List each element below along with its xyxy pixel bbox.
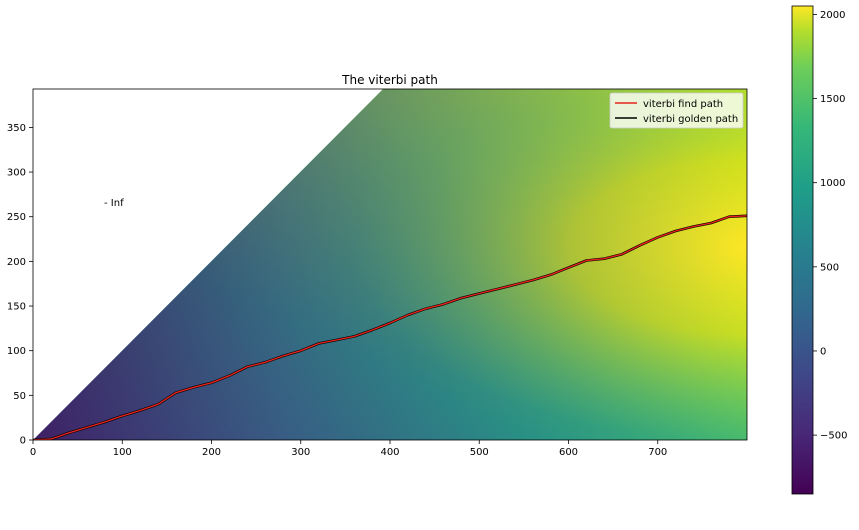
x-axis: 0 100 200 300 400 500 600 700 xyxy=(30,440,667,458)
colorbar-tick-label: 2000 xyxy=(820,10,845,21)
x-tick-label: 600 xyxy=(559,447,578,458)
y-tick-label: 250 xyxy=(7,212,26,223)
find-path-line xyxy=(33,215,747,440)
legend-box xyxy=(609,92,744,129)
colorbar-tick-label: 0 xyxy=(820,346,826,357)
x-tick-label: 0 xyxy=(30,447,36,458)
y-tick-label: 200 xyxy=(7,257,26,268)
x-tick-label: 200 xyxy=(202,447,221,458)
legend-label-find: viterbi find path xyxy=(643,99,723,110)
colorbar-ticks: −500 0 500 1000 1500 2000 xyxy=(813,10,847,442)
colorbar-tick-label: −500 xyxy=(820,431,847,442)
x-tick-label: 100 xyxy=(113,447,132,458)
colorbar-gradient xyxy=(791,5,814,495)
y-tick-label: 100 xyxy=(7,346,26,357)
x-tick-label: 300 xyxy=(291,447,310,458)
colorbar: −500 0 500 1000 1500 2000 xyxy=(791,5,847,495)
heatmap-area xyxy=(33,89,747,440)
neg-inf-annotation: - Inf xyxy=(104,198,124,209)
y-tick-label: 150 xyxy=(7,302,26,313)
neg-inf-region xyxy=(33,89,383,440)
colorbar-tick-label: 1000 xyxy=(820,178,845,189)
chart-title: The viterbi path xyxy=(341,73,438,87)
y-tick-label: 350 xyxy=(7,123,26,134)
legend-label-golden: viterbi golden path xyxy=(643,114,738,125)
colorbar-tick-label: 500 xyxy=(820,262,839,273)
y-tick-label: 0 xyxy=(20,436,26,447)
y-tick-label: 50 xyxy=(13,391,26,402)
legend: viterbi find path viterbi golden path xyxy=(609,92,744,129)
path-lines xyxy=(33,214,747,440)
y-tick-label: 300 xyxy=(7,168,26,179)
x-tick-label: 500 xyxy=(470,447,489,458)
y-axis: 0 50 100 150 200 250 300 350 xyxy=(7,123,33,447)
colorbar-tick-label: 1500 xyxy=(820,94,845,105)
x-tick-label: 400 xyxy=(380,447,399,458)
x-tick-label: 700 xyxy=(648,447,667,458)
